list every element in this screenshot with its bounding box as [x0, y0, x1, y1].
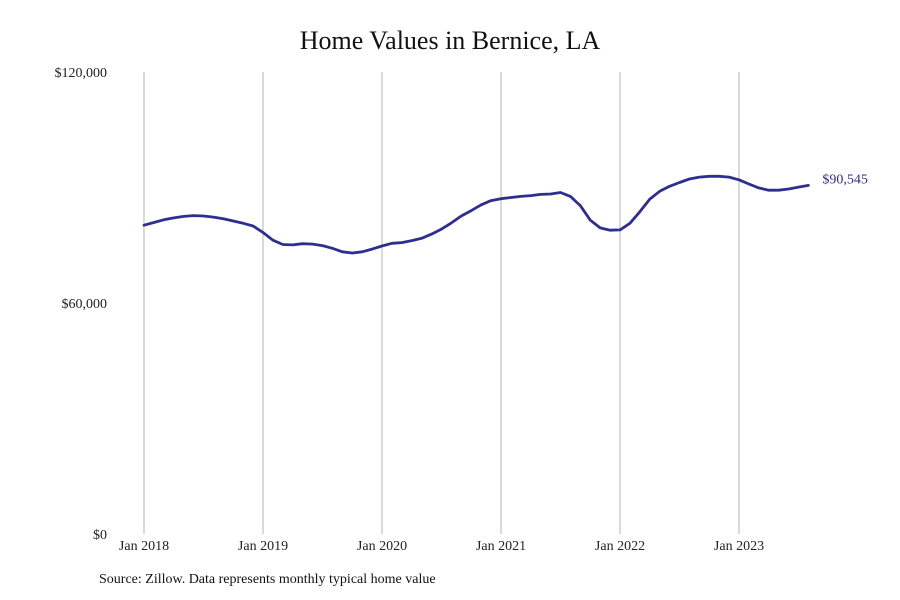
x-tick-label: Jan 2023 — [714, 539, 764, 554]
y-tick-label: $60,000 — [62, 297, 108, 312]
x-tick-label: Jan 2018 — [119, 539, 169, 554]
x-tick-label: Jan 2022 — [595, 539, 645, 554]
x-tick-label: Jan 2020 — [357, 539, 407, 554]
series-group: $90,545 — [142, 172, 868, 255]
x-axis: Jan 2018 Jan 2019 Jan 2020 Jan 2021 Jan 2022… — [119, 539, 764, 554]
chart-title: Home Values in Bernice, LA — [299, 26, 601, 55]
y-tick-label: $0 — [93, 528, 107, 543]
end-value-label: $90,545 — [822, 172, 868, 187]
gridlines — [143, 72, 740, 534]
x-tick-label: Jan 2019 — [238, 539, 288, 554]
source-note: Source: Zillow. Data represents monthly … — [99, 572, 436, 587]
y-axis: $0 $60,000 $120,000 — [55, 66, 108, 543]
series-line — [142, 174, 810, 255]
y-tick-label: $120,000 — [55, 66, 108, 81]
x-tick-label: Jan 2021 — [476, 539, 526, 554]
